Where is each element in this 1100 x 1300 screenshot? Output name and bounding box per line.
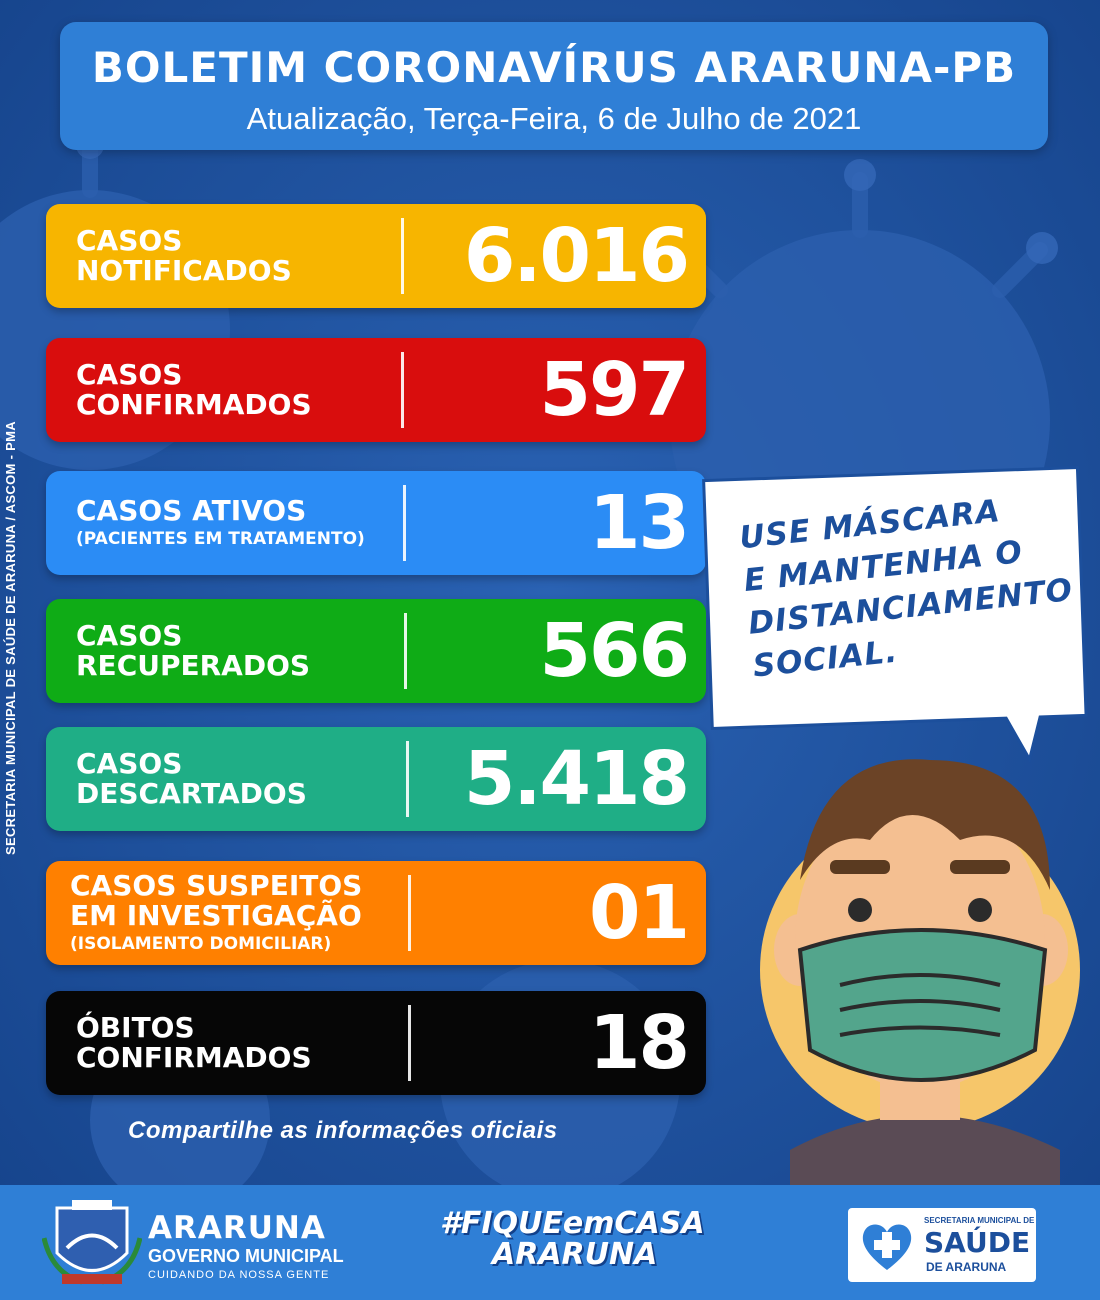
divider <box>401 218 404 294</box>
stat-label-line2: EM INVESTIGAÇÃO <box>70 899 362 932</box>
stat-label-line1: CASOS <box>76 224 183 257</box>
heart-hand-icon <box>862 1224 912 1270</box>
health-line2: SAÚDE <box>924 1226 1031 1259</box>
page-title: BOLETIM CORONAVÍRUS ARARUNA-PB <box>91 43 1017 92</box>
stat-value: 597 <box>539 347 690 433</box>
stat-label: CASOS RECUPERADOS <box>76 599 406 703</box>
stat-value: 13 <box>589 480 690 566</box>
header-banner: BOLETIM CORONAVÍRUS ARARUNA-PB Atualizaç… <box>60 22 1048 150</box>
stat-label-line2: CONFIRMADOS <box>76 388 312 421</box>
gov-motto: CUIDANDO DA NOSSA GENTE <box>148 1269 330 1281</box>
stat-label: CASOS DESCARTADOS <box>76 727 406 831</box>
gov-name: ARARUNA <box>148 1210 326 1246</box>
stat-obitos-confirmados: ÓBITOS CONFIRMADOS 18 <box>46 991 706 1095</box>
stat-casos-recuperados: CASOS RECUPERADOS 566 <box>46 599 706 703</box>
stat-label: CASOS CONFIRMADOS <box>76 338 406 442</box>
hashtag-logo: #FIQUEemCASA ARARUNA <box>440 1208 705 1270</box>
stat-label: ÓBITOS CONFIRMADOS <box>76 991 406 1095</box>
speech-bubble-shape <box>702 466 1088 764</box>
stat-casos-notificados: CASOS NOTIFICADOS 6.016 <box>46 204 706 308</box>
stat-label-line2: NOTIFICADOS <box>76 254 292 287</box>
divider <box>404 613 407 689</box>
health-line1: SECRETARIA MUNICIPAL DE <box>924 1216 1035 1225</box>
share-message: Compartilhe as informações oficiais <box>128 1117 558 1144</box>
update-date: Atualização, Terça-Feira, 6 de Julho de … <box>246 101 862 136</box>
bubble-message: USE MÁSCARA E MANTENHA O DISTANCIAMENTO … <box>737 482 1093 689</box>
stat-label-line1: CASOS <box>76 358 183 391</box>
gov-unit: GOVERNO MUNICIPAL <box>148 1246 344 1266</box>
stat-casos-ativos: CASOS ATIVOS (PACIENTES EM TRATAMENTO) 1… <box>46 471 706 575</box>
divider <box>408 875 411 951</box>
hashtag-line2: ARARUNA <box>492 1237 658 1272</box>
masked-boy-illustration <box>760 759 1080 1190</box>
stat-label-line2: RECUPERADOS <box>76 649 311 682</box>
stat-casos-suspeitos: CASOS SUSPEITOS EM INVESTIGAÇÃO (ISOLAME… <box>46 861 706 965</box>
stat-value: 6.016 <box>463 213 690 299</box>
stat-label-line1: CASOS ATIVOS <box>76 494 307 527</box>
stat-label-sub: (PACIENTES EM TRATAMENTO) <box>76 529 365 549</box>
stat-label: CASOS ATIVOS (PACIENTES EM TRATAMENTO) <box>76 471 436 575</box>
divider <box>408 1005 411 1081</box>
araruna-crest-icon <box>42 1200 142 1285</box>
divider <box>403 485 406 561</box>
speech-bubble: USE MÁSCARA E MANTENHA O DISTANCIAMENTO … <box>702 465 1089 764</box>
stat-label-line2: CONFIRMADOS <box>76 1041 312 1074</box>
stat-value: 5.418 <box>463 736 690 822</box>
municipal-government-logo: ARARUNA GOVERNO MUNICIPAL CUIDANDO DA NO… <box>148 1212 344 1282</box>
stat-label-line1: CASOS <box>76 747 183 780</box>
health-secretariat-logo: SECRETARIA MUNICIPAL DE SAÚDE DE ARARUNA <box>848 1208 1036 1282</box>
stat-value: 566 <box>539 608 690 694</box>
stat-label: CASOS NOTIFICADOS <box>76 204 406 308</box>
divider <box>401 352 404 428</box>
stat-label: CASOS SUSPEITOS EM INVESTIGAÇÃO (ISOLAME… <box>70 861 410 965</box>
divider <box>406 741 409 817</box>
stat-value: 01 <box>589 870 690 956</box>
hashtag-line1: #FIQUEemCASA <box>440 1206 705 1241</box>
stat-casos-confirmados: CASOS CONFIRMADOS 597 <box>46 338 706 442</box>
stat-label-line1: CASOS <box>76 619 183 652</box>
health-line3: DE ARARUNA <box>926 1260 1007 1274</box>
stat-label-sub: (ISOLAMENTO DOMICILIAR) <box>70 934 332 954</box>
stat-label-line1: CASOS SUSPEITOS <box>70 869 363 902</box>
stat-value: 18 <box>589 1000 690 1086</box>
stat-label-line1: ÓBITOS <box>76 1011 195 1044</box>
stat-casos-descartados: CASOS DESCARTADOS 5.418 <box>46 727 706 831</box>
side-credit: SECRETARIA MUNICIPAL DE SAÚDE DE ARARUNA… <box>3 421 18 855</box>
stat-label-line2: DESCARTADOS <box>76 777 307 810</box>
